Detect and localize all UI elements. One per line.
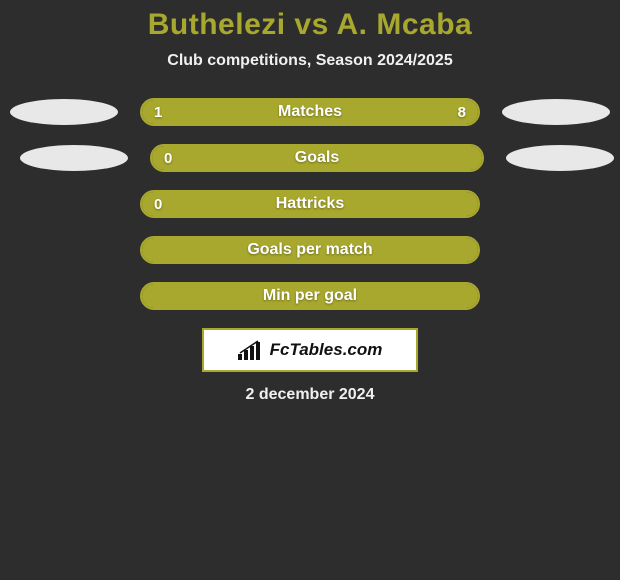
stat-row: Goals0	[0, 144, 620, 172]
footer-date: 2 december 2024	[0, 386, 620, 404]
stat-label: Goals per match	[142, 238, 478, 262]
player-right-avatar	[506, 145, 614, 171]
stat-right-value: 8	[446, 100, 478, 124]
page-title: Buthelezi vs A. Mcaba	[0, 8, 620, 42]
brand-badge: FcTables.com	[202, 328, 418, 372]
stat-row: Matches1 8	[0, 98, 620, 126]
stat-bar: Hattricks0	[140, 190, 480, 218]
player-left-avatar	[20, 145, 128, 171]
stat-label: Goals	[152, 146, 482, 170]
stat-label: Min per goal	[142, 284, 478, 308]
stat-left-value: 0	[142, 192, 174, 216]
stat-left-value: 1	[142, 100, 174, 124]
brand-text: FcTables.com	[270, 340, 383, 360]
stat-bar: Goals per match	[140, 236, 480, 264]
stat-row: Goals per match	[0, 236, 620, 264]
page-subtitle: Club competitions, Season 2024/2025	[0, 52, 620, 70]
stat-bar: Matches1 8	[140, 98, 480, 126]
stat-label: Matches	[142, 100, 478, 124]
stat-row: Hattricks0	[0, 190, 620, 218]
brand-bars-icon	[238, 340, 264, 360]
player-right-avatar	[502, 99, 610, 125]
stat-label: Hattricks	[142, 192, 478, 216]
comparison-infographic: Buthelezi vs A. Mcaba Club competitions,…	[0, 0, 620, 404]
stats-rows: Matches18Goals0Hattricks0Goals per match…	[0, 98, 620, 310]
player-left-avatar	[10, 99, 118, 125]
stat-row: Min per goal	[0, 282, 620, 310]
stat-left-value: 0	[152, 146, 184, 170]
stat-bar: Goals0	[150, 144, 484, 172]
stat-bar: Min per goal	[140, 282, 480, 310]
